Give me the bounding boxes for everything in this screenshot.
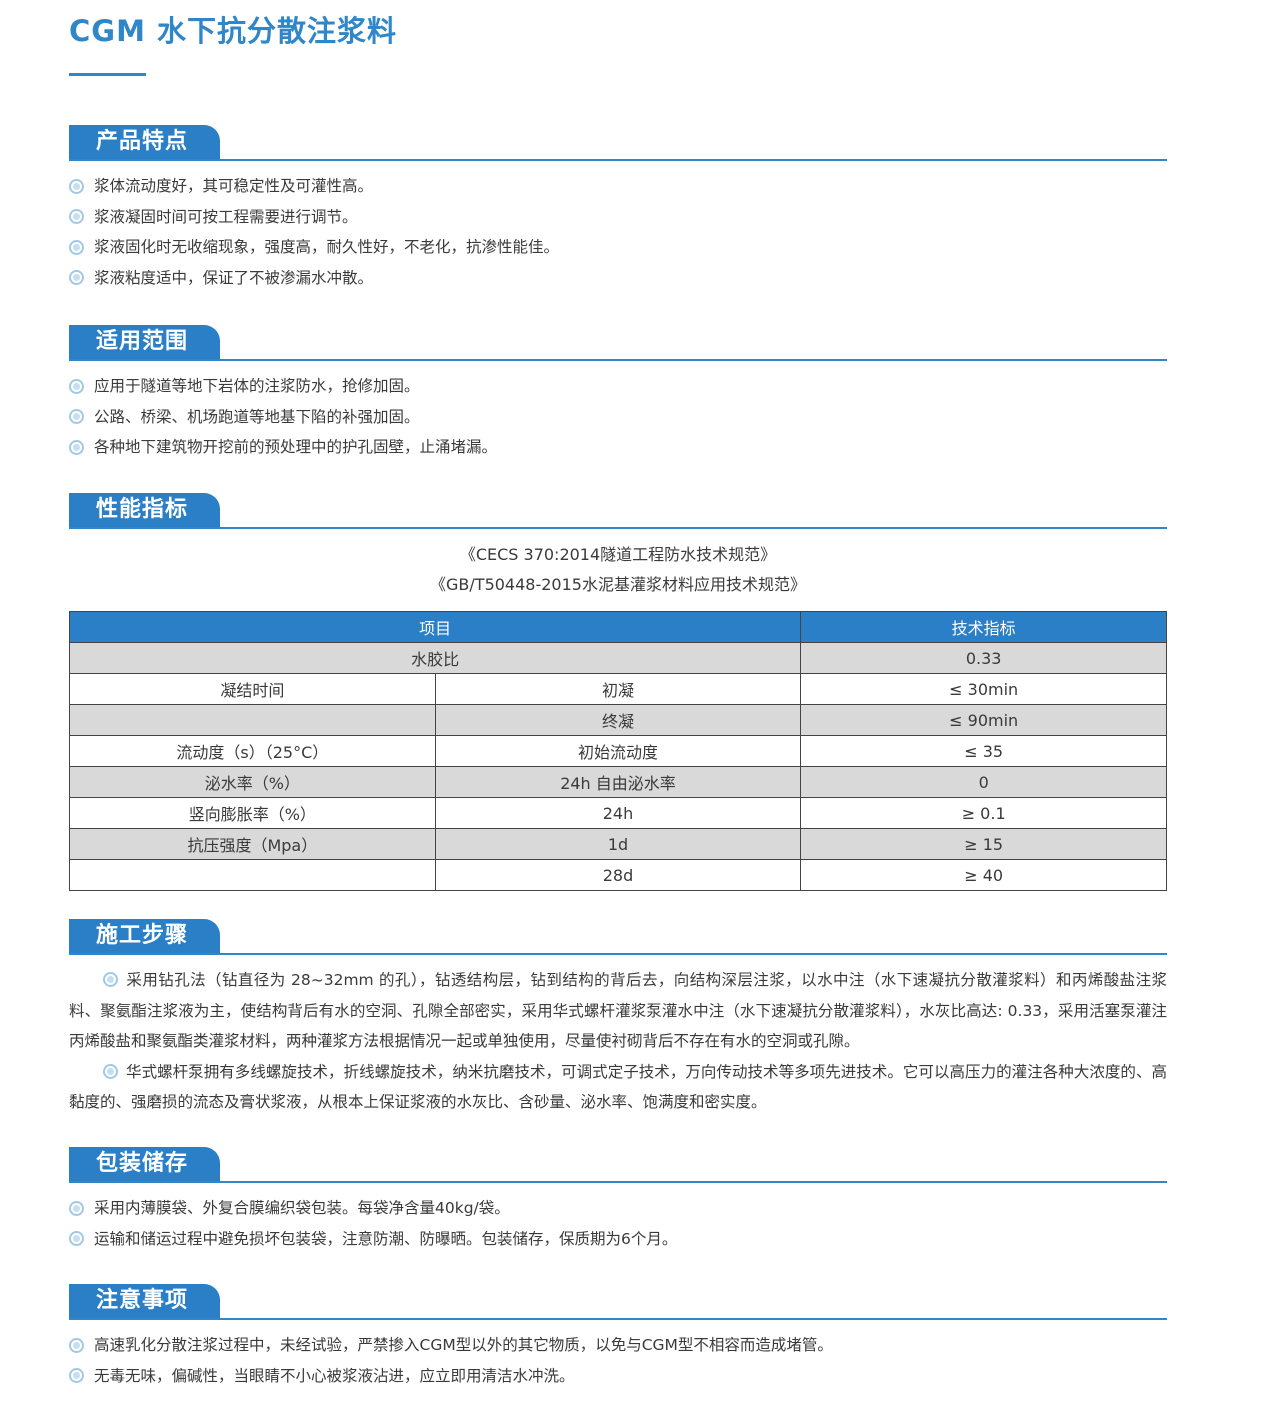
cell-item: 抗压强度（Mpa） [69,828,436,860]
section-header-performance: 性能指标 [69,493,1167,529]
bullet-icon [69,1337,84,1353]
bullet-icon [69,178,84,194]
standard-reference: 《GB/T50448-2015水泥基灌浆材料应用技术规范》 [430,575,806,594]
section-header-features: 产品特点 [69,125,1167,161]
performance-table: 项目 技术指标 水胶比 0.33 凝结时间 初凝 ≤ 30min 终凝 ≤ 90min 流动度… [68,611,1167,891]
table-row: 终凝 ≤ 90min [69,704,1167,736]
bullet-icon [69,209,84,225]
cell-item: 凝结时间 [69,673,436,705]
bullet-icon [69,1231,84,1247]
list-item-text: 浆体流动度好，其可稳定性及可灌性高。 [94,177,374,195]
list-item: 浆液凝固时间可按工程需要进行调节。 [69,202,1167,233]
bullet-icon [103,1063,118,1079]
table-row: 流动度（s）（25°C） 初始流动度 ≤ 35 [69,735,1167,767]
scope-list: 应用于隧道等地下岩体的注浆防水，抢修加固。 公路、桥梁、机场跑道等地基下陷的补强加… [69,371,1167,463]
table-row: 竖向膨胀率（%） 24h ≥ 0.1 [69,797,1167,829]
packaging-list: 采用内薄膜袋、外复合膜编织袋包装。每袋净含量40kg/袋。运输和储运过程中避免损… [69,1193,1167,1254]
list-item: 公路、桥梁、机场跑道等地基下陷的补强加固。 [69,402,1167,433]
cell-subitem: 28d [434,859,802,891]
cell-spec: ≤ 30min [800,673,1167,705]
cell-spec: ≥ 40 [800,859,1167,891]
section-header-steps: 施工步骤 [69,919,1167,955]
cell-spec: ≤ 90min [800,704,1167,736]
bullet-icon [69,1200,84,1216]
cell-spec: ≥ 0.1 [800,797,1167,829]
paragraph-text: 华式螺杆泵拥有多线螺旋技术，折线螺旋技术，纳米抗磨技术，可调式定子技术，万向传动… [69,1062,1167,1112]
page-title: CGM 水下抗分散注浆料 [69,14,398,48]
list-item: 浆体流动度好，其可稳定性及可灌性高。 [69,171,1167,202]
cell-spec: 0.33 [800,642,1167,674]
list-item-text: 各种地下建筑物开挖前的预处理中的护孔固壁，止涌堵漏。 [94,438,498,456]
step-paragraph: 采用钻孔法（钻直径为 28~32mm 的孔），钻透结构层，钻到结构的背后去，向结… [69,965,1167,1057]
cell-spec: 0 [800,766,1167,798]
header-cell-spec: 技术指标 [800,611,1167,643]
list-item-text: 浆液粘度适中，保证了不被渗漏水冲散。 [94,268,374,287]
header-cell-item: 项目 [68,611,802,643]
table-row: 28d ≥ 40 [69,859,1167,891]
table-header-row: 项目 技术指标 [68,611,1167,643]
cell-item [69,704,436,736]
cell-subitem: 初始流动度 [434,735,802,767]
bullet-icon [69,378,84,394]
list-item-text: 浆液凝固时间可按工程需要进行调节。 [94,207,358,226]
cell-subitem: 24h [434,797,802,829]
title-underline [69,73,146,76]
list-item: 高速乳化分散注浆过程中，未经试验，严禁掺入CGM型以外的其它物质，以免与CGM型… [69,1330,1167,1361]
bullet-icon [69,270,84,286]
section-header-notes: 注意事项 [69,1284,1167,1320]
list-item-text: 无毒无味，偏碱性，当眼睛不小心被浆液沾进，应立即用清洁水冲洗。 [94,1366,575,1385]
cell-item: 竖向膨胀率（%） [69,797,436,829]
section-title: 施工步骤 [69,919,220,953]
notes-list: 高速乳化分散注浆过程中，未经试验，严禁掺入CGM型以外的其它物质，以免与CGM型… [69,1330,1167,1391]
list-item-text: 浆液固化时无收缩现象，强度高，耐久性好，不老化，抗渗性能佳。 [94,238,560,256]
steps-text: 采用钻孔法（钻直径为 28~32mm 的孔），钻透结构层，钻到结构的背后去，向结… [69,965,1167,1118]
standard-reference: 《CECS 370:2014隧道工程防水技术规范》 [459,545,777,564]
cell-item: 泌水率（%） [69,766,436,798]
list-item: 运输和储运过程中避免损坏包装袋，注意防潮、防曝晒。包装储存，保质期为6个月。 [69,1224,1167,1255]
cell-item [69,859,436,891]
list-item-text: 运输和储运过程中避免损坏包装袋，注意防潮、防曝晒。包装储存，保质期为6个月。 [94,1229,678,1248]
section-title: 包装储存 [69,1147,220,1181]
cell-subitem: 初凝 [434,673,802,705]
bullet-icon [69,239,84,255]
bullet-icon [69,409,84,425]
bullet-icon [103,972,118,987]
list-item-text: 应用于隧道等地下岩体的注浆防水，抢修加固。 [94,377,420,395]
section-header-packaging: 包装储存 [69,1147,1167,1183]
cell-subitem: 24h 自由泌水率 [434,766,802,798]
list-item: 无毒无味，偏碱性，当眼睛不小心被浆液沾进，应立即用清洁水冲洗。 [69,1361,1167,1392]
list-item-text: 公路、桥梁、机场跑道等地基下陷的补强加固。 [94,407,420,426]
list-item: 应用于隧道等地下岩体的注浆防水，抢修加固。 [69,371,1167,402]
step-paragraph: 华式螺杆泵拥有多线螺旋技术，折线螺旋技术，纳米抗磨技术，可调式定子技术，万向传动… [69,1057,1167,1118]
table-row: 泌水率（%） 24h 自由泌水率 0 [69,766,1167,798]
list-item: 浆液固化时无收缩现象，强度高，耐久性好，不老化，抗渗性能佳。 [69,232,1167,263]
bullet-icon [69,1368,84,1384]
table-row: 凝结时间 初凝 ≤ 30min [69,673,1167,705]
list-item: 采用内薄膜袋、外复合膜编织袋包装。每袋净含量40kg/袋。 [69,1193,1167,1224]
section-title: 产品特点 [69,125,220,159]
paragraph-text: 采用钻孔法（钻直径为 28~32mm 的孔），钻透结构层，钻到结构的背后去，向结… [69,971,1167,1050]
features-list: 浆体流动度好，其可稳定性及可灌性高。 浆液凝固时间可按工程需要进行调节。浆液固化时… [69,171,1167,293]
table-row: 水胶比 0.33 [68,642,1167,674]
table-row: 抗压强度（Mpa） 1d ≥ 15 [69,828,1167,860]
cell-subitem: 1d [434,828,802,860]
list-item-text: 高速乳化分散注浆过程中，未经试验，严禁掺入CGM型以外的其它物质，以免与CGM型… [94,1336,833,1354]
cell-item: 水胶比 [68,642,802,674]
section-title: 注意事项 [69,1284,220,1318]
cell-item: 流动度（s）（25°C） [69,735,436,767]
list-item: 各种地下建筑物开挖前的预处理中的护孔固壁，止涌堵漏。 [69,432,1167,463]
bullet-icon [69,439,84,455]
section-title: 性能指标 [69,493,220,527]
cell-spec: ≤ 35 [800,735,1167,767]
cell-subitem: 终凝 [434,704,802,736]
list-item-text: 采用内薄膜袋、外复合膜编织袋包装。每袋净含量40kg/袋。 [94,1199,510,1217]
cell-spec: ≥ 15 [800,828,1167,860]
section-title: 适用范围 [69,325,220,359]
list-item: 浆液粘度适中，保证了不被渗漏水冲散。 [69,263,1167,294]
section-header-scope: 适用范围 [69,325,1167,361]
